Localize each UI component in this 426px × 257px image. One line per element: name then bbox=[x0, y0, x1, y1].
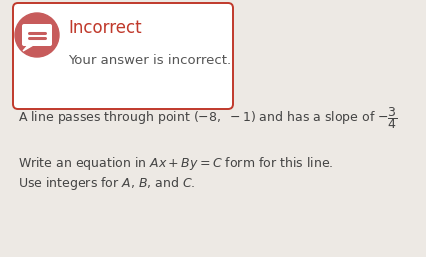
Text: A line passes through point $(-8,\ -1)$ and has a slope of $-\dfrac{3}{4}$: A line passes through point $(-8,\ -1)$ … bbox=[18, 105, 398, 131]
Polygon shape bbox=[23, 44, 35, 51]
Text: Incorrect: Incorrect bbox=[68, 19, 141, 37]
Circle shape bbox=[15, 13, 59, 57]
Text: Your answer is incorrect.: Your answer is incorrect. bbox=[68, 53, 231, 67]
FancyBboxPatch shape bbox=[22, 24, 52, 46]
Text: Use integers for $A$, $B$, and $C$.: Use integers for $A$, $B$, and $C$. bbox=[18, 175, 196, 191]
FancyBboxPatch shape bbox=[13, 3, 233, 109]
Text: Write an equation in $Ax+By=C$ form for this line.: Write an equation in $Ax+By=C$ form for … bbox=[18, 154, 334, 171]
